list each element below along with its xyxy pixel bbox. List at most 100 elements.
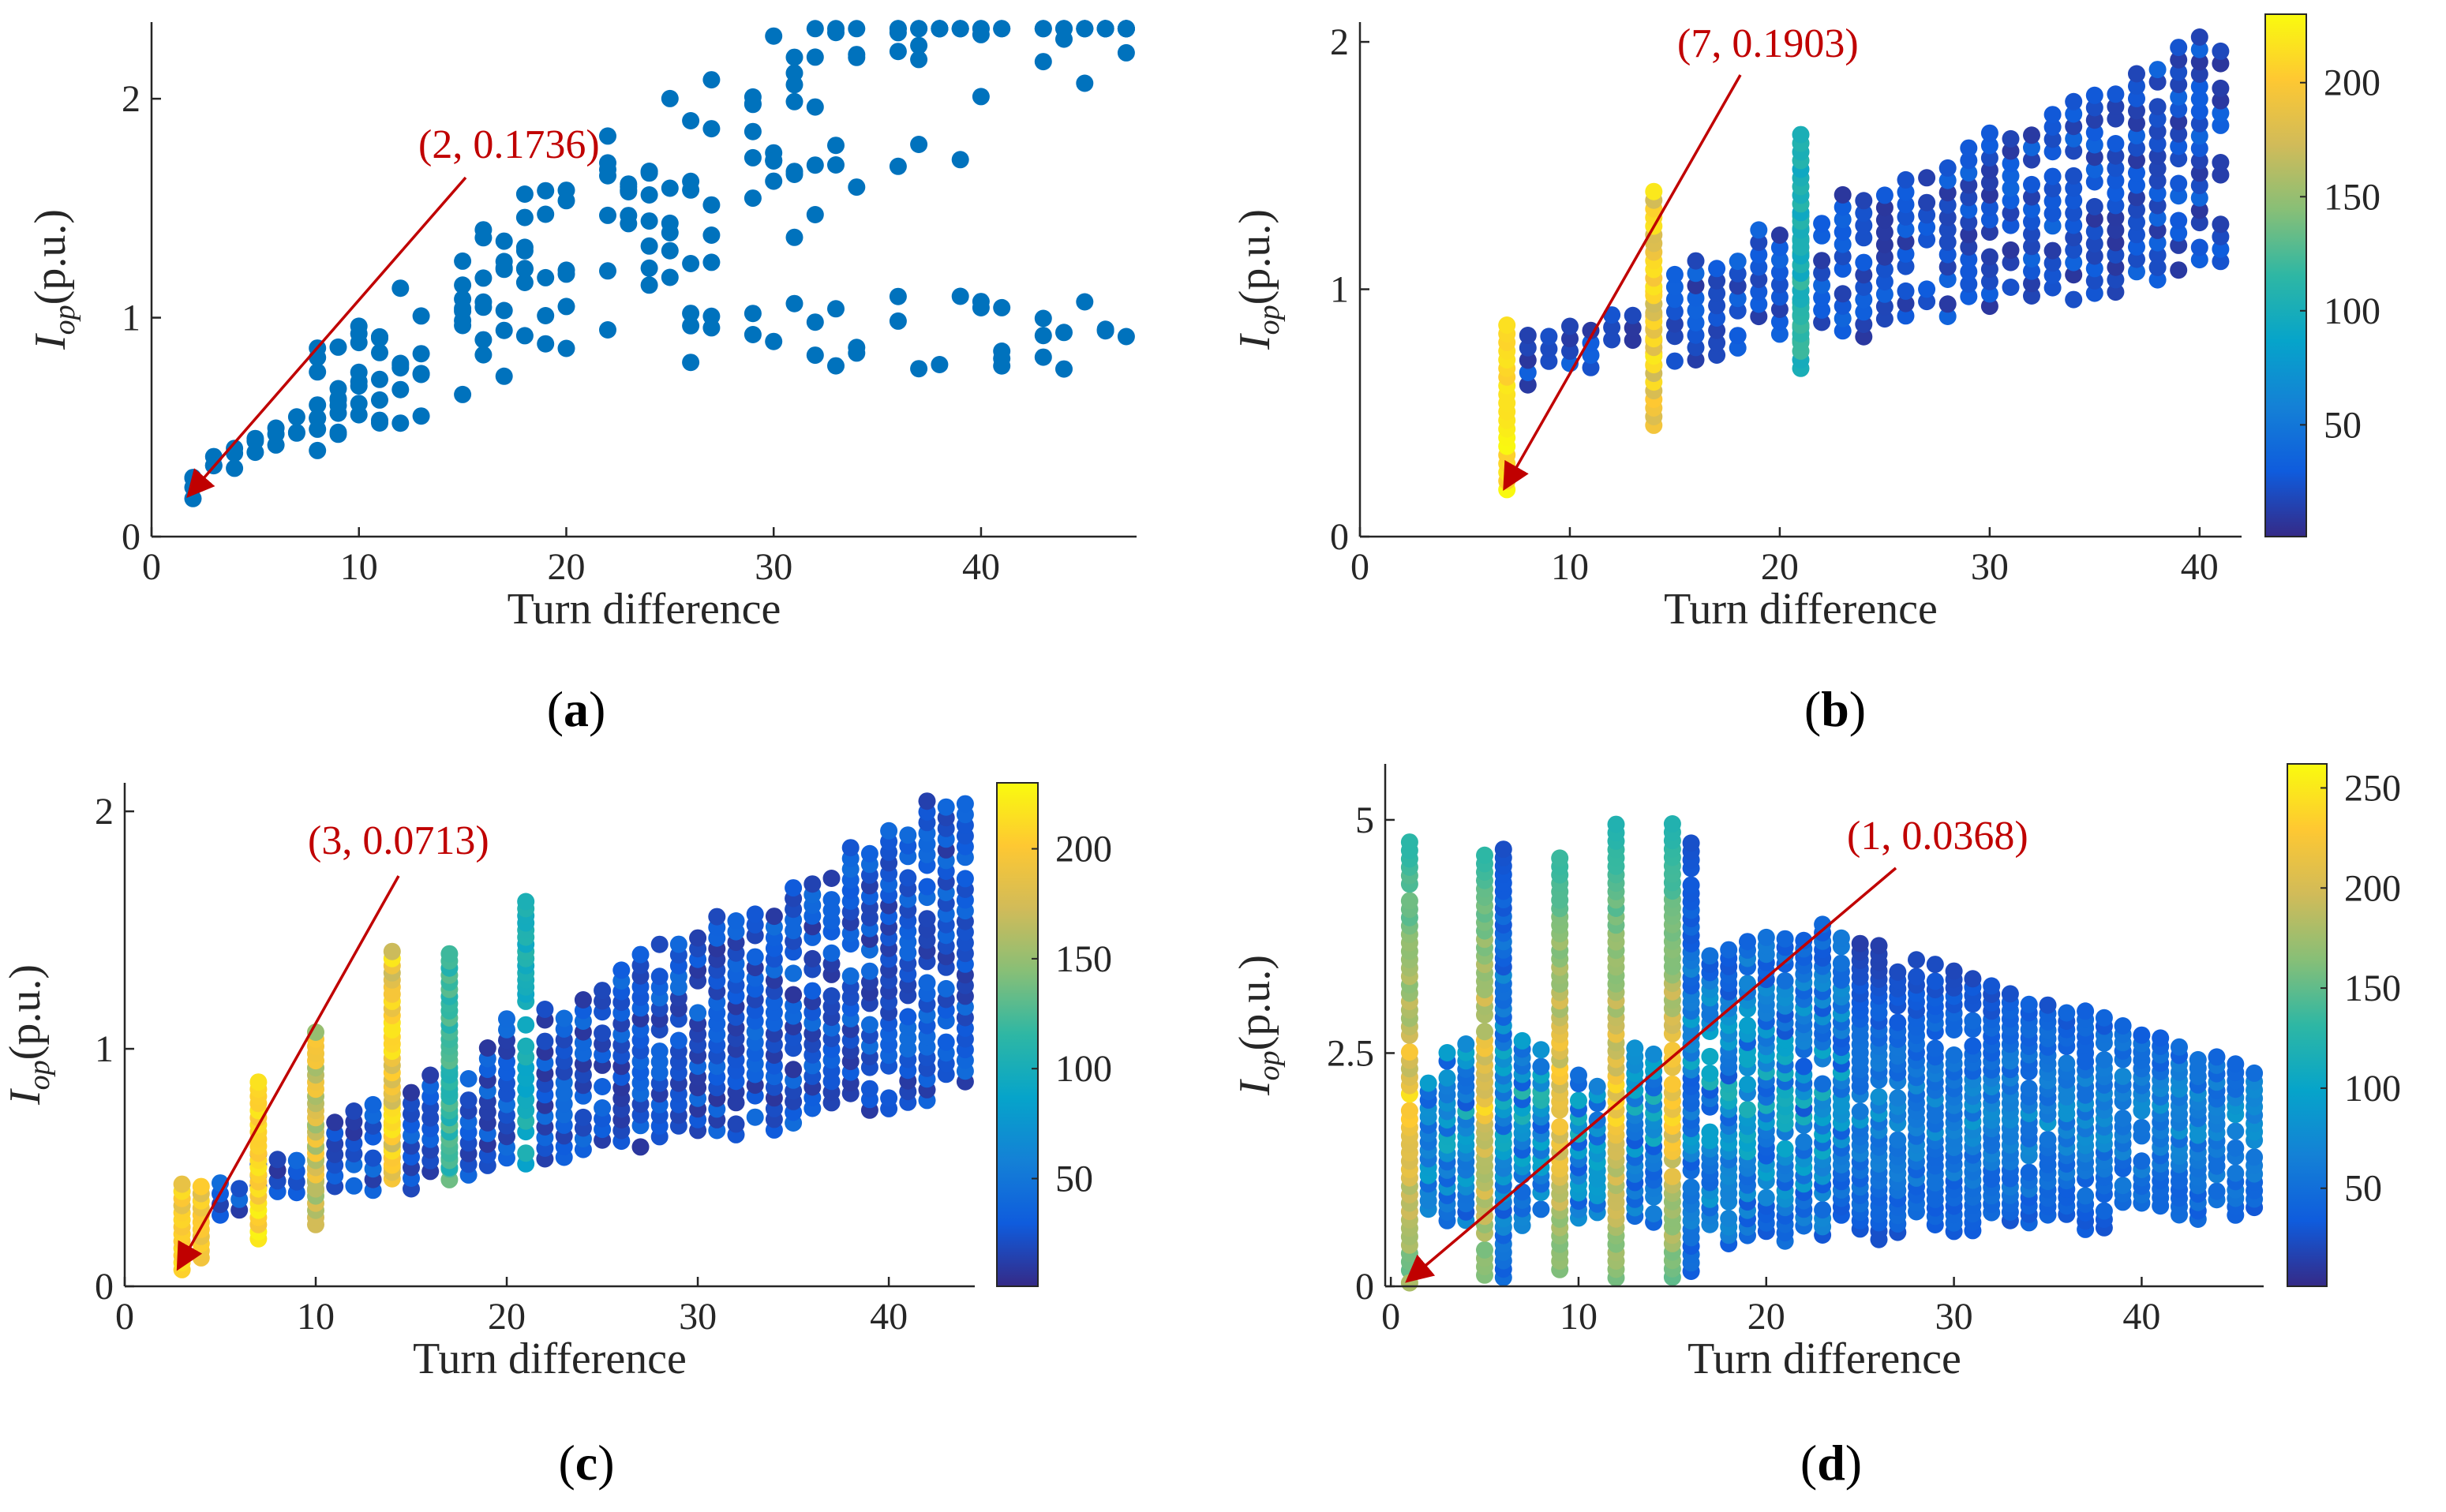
data-point (1687, 339, 1705, 357)
data-point (2170, 150, 2188, 168)
data-point (2039, 1130, 2057, 1148)
data-point (860, 1080, 878, 1098)
data-point (2107, 135, 2125, 152)
data-point (1665, 302, 1684, 320)
data-point (1770, 264, 1789, 281)
data-point (2128, 114, 2145, 133)
data-point (1720, 941, 1738, 959)
data-point (661, 223, 679, 241)
data-point (412, 307, 430, 325)
data-point (2246, 1148, 2264, 1166)
data-point (1739, 1016, 1756, 1035)
data-point (1570, 1091, 1587, 1110)
y-axis-title: Iop(p.u.) (26, 209, 81, 350)
data-point (746, 1108, 764, 1126)
colorbar-tick-label: 200 (1055, 829, 1112, 870)
data-point (1665, 315, 1684, 333)
data-point (1776, 1140, 1794, 1158)
data-point (557, 339, 575, 357)
data-point (2190, 65, 2208, 83)
data-point (1897, 170, 1915, 189)
data-point (1570, 1066, 1587, 1084)
y-tick-label: 2 (95, 791, 114, 833)
data-point (517, 1144, 535, 1162)
data-point (1897, 196, 1915, 214)
data-point (2023, 175, 2040, 193)
data-point (640, 212, 658, 230)
data-point (329, 338, 347, 356)
scatter-points-a (184, 20, 1135, 507)
y-tick-label: 1 (1330, 269, 1349, 311)
data-point (1519, 364, 1537, 381)
data-point (1938, 184, 1957, 202)
data-point (1519, 351, 1537, 369)
data-point (806, 156, 824, 174)
data-point (2085, 234, 2103, 253)
data-point (708, 908, 726, 926)
data-point (537, 335, 555, 353)
data-point (1855, 279, 1873, 296)
data-point (2128, 263, 2145, 281)
data-point (1034, 348, 1052, 366)
data-point (918, 974, 936, 992)
data-point (1980, 272, 1998, 290)
data-point (383, 942, 401, 960)
data-point (1682, 834, 1700, 852)
data-point (746, 905, 764, 923)
data-point (498, 1010, 515, 1028)
data-point (2148, 122, 2167, 140)
x-tick-label: 20 (488, 1296, 526, 1338)
data-point (2148, 172, 2167, 190)
data-point (1770, 238, 1789, 256)
data-point (594, 1099, 612, 1117)
data-point (1603, 318, 1621, 336)
data-point (2023, 250, 2040, 268)
y-tick-label: 0 (122, 516, 140, 558)
data-point (1938, 196, 1957, 214)
data-point (1117, 327, 1135, 346)
data-point (702, 307, 721, 325)
data-point (454, 276, 472, 294)
data-point (1813, 226, 1831, 245)
data-point (1813, 215, 1831, 233)
data-point (1645, 1205, 1663, 1222)
data-point (2246, 1064, 2264, 1082)
data-point (910, 136, 928, 153)
data-point (1834, 223, 1852, 241)
data-point (682, 316, 700, 335)
data-point (2190, 189, 2208, 207)
data-point (2148, 234, 2167, 252)
data-point (329, 396, 347, 414)
data-point (2190, 127, 2208, 145)
data-point (2148, 221, 2167, 239)
x-tick-label: 20 (547, 546, 585, 588)
panel-label-open: ( (558, 1435, 575, 1491)
data-point (1980, 161, 1998, 179)
y-axis-title-main: I (1, 1088, 50, 1106)
data-point (650, 935, 669, 953)
data-point (2043, 106, 2062, 124)
x-axis-title: Turn difference (508, 585, 781, 634)
data-point (993, 20, 1011, 38)
data-point (631, 1138, 650, 1156)
data-point (2128, 65, 2145, 83)
y-axis-title-unit: (p.u.) (26, 209, 75, 305)
colorbar-tick-label: 200 (2324, 62, 2380, 104)
data-point (2227, 1122, 2245, 1140)
panel-label-close: ) (1845, 1435, 1862, 1491)
annotation-arrow (176, 875, 400, 1271)
data-point (454, 300, 472, 317)
data-point (2065, 253, 2083, 271)
data-point (1980, 174, 1998, 192)
data-point (2170, 174, 2188, 193)
data-point (2107, 283, 2125, 301)
data-point (2085, 99, 2103, 117)
data-point (910, 20, 928, 38)
data-point (2128, 102, 2145, 120)
data-point (2212, 54, 2230, 73)
data-point (2107, 110, 2125, 128)
panel-label-close: ) (589, 681, 605, 737)
data-point (2189, 1050, 2207, 1069)
x-tick-label: 40 (2181, 546, 2219, 588)
data-point (2002, 204, 2020, 222)
